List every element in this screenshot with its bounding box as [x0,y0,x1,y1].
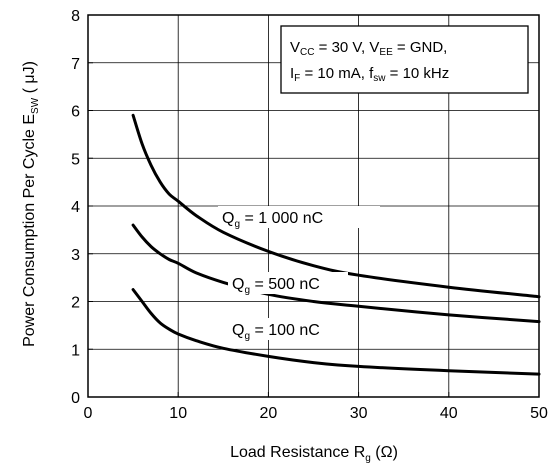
x-tick-label: 0 [84,405,93,422]
y-tick-label: 6 [71,104,80,121]
curve-label-background [228,318,350,340]
series-line-1 [131,113,541,299]
y-tick-label: 3 [71,247,80,264]
y-tick-label: 1 [71,342,80,359]
x-tick-label: 30 [350,405,368,422]
y-tick-label: 7 [71,56,80,73]
x-axis-title: Load Resistance Rg (Ω) [230,444,398,464]
y-axis-title-sub: SW [30,97,41,114]
tick-labels: 0 10 20 30 40 50 0 1 2 3 4 5 6 7 8 [71,8,548,422]
x-axis-title-sub: g [365,453,371,464]
y-tick-label: 5 [71,151,80,168]
series-line-2 [131,223,541,324]
conditions-line-2: IF = 10 mA, fsw = 10 kHz [290,65,449,84]
conditions-line-1: VCC = 30 V, VEE = GND, [290,39,447,58]
curve-label-background [228,272,348,294]
conditions-box-frame [280,25,529,94]
y-axis-title-main: Power Consumption Per Cycle E [21,114,38,347]
y-axis-title: Power Consumption Per Cycle ESW ( μJ) [21,61,41,347]
x-axis-title-tail: (Ω) [371,444,398,461]
conditions-box: VCC = 30 V, VEE = GND, IF = 10 mA, fsw =… [280,25,529,94]
curve-label-2: Qg = 500 nC [232,276,320,296]
curve-label-3: Qg = 100 nC [232,322,320,342]
y-tick-label: 2 [71,295,80,312]
y-tick-label: 0 [71,390,80,407]
curve-label-1: Qg = 1 000 nC [222,210,323,230]
curves [131,113,541,376]
x-tick-label: 10 [169,405,187,422]
axis-ticks [87,14,540,398]
y-tick-label: 4 [71,199,80,216]
x-tick-label: 20 [260,405,278,422]
x-axis-title-main: Load Resistance R [230,444,365,461]
series-line-3 [131,288,541,376]
y-axis-title-tail: ( μJ) [21,61,38,98]
curve-labels: Qg = 1 000 nC Qg = 500 nC Qg = 100 nC [218,206,380,342]
y-tick-label: 8 [71,8,80,25]
x-tick-label: 40 [440,405,458,422]
curve-label-background [218,206,380,228]
x-tick-label: 50 [530,405,548,422]
